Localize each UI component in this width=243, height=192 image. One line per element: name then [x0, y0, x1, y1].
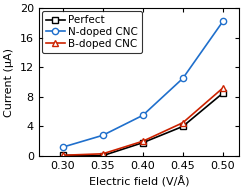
- N-doped CNC: [181, 77, 184, 79]
- Perfect: [101, 155, 104, 157]
- B-doped CNC: [101, 153, 104, 155]
- Line: N-doped CNC: N-doped CNC: [60, 18, 226, 150]
- Perfect: [181, 125, 184, 128]
- Perfect: [141, 142, 144, 144]
- B-doped CNC: [61, 154, 64, 156]
- B-doped CNC: [181, 122, 184, 124]
- N-doped CNC: [141, 114, 144, 117]
- B-doped CNC: [221, 87, 224, 89]
- Legend: Perfect, N-doped CNC, B-doped CNC: Perfect, N-doped CNC, B-doped CNC: [42, 11, 142, 53]
- Line: B-doped CNC: B-doped CNC: [60, 85, 226, 158]
- Line: Perfect: Perfect: [60, 90, 226, 158]
- X-axis label: Electric field (V/Å): Electric field (V/Å): [88, 176, 189, 188]
- N-doped CNC: [101, 134, 104, 137]
- Perfect: [221, 92, 224, 94]
- N-doped CNC: [61, 146, 64, 148]
- Y-axis label: Current (μA): Current (μA): [4, 48, 14, 117]
- Perfect: [61, 154, 64, 156]
- B-doped CNC: [141, 140, 144, 142]
- N-doped CNC: [221, 20, 224, 23]
